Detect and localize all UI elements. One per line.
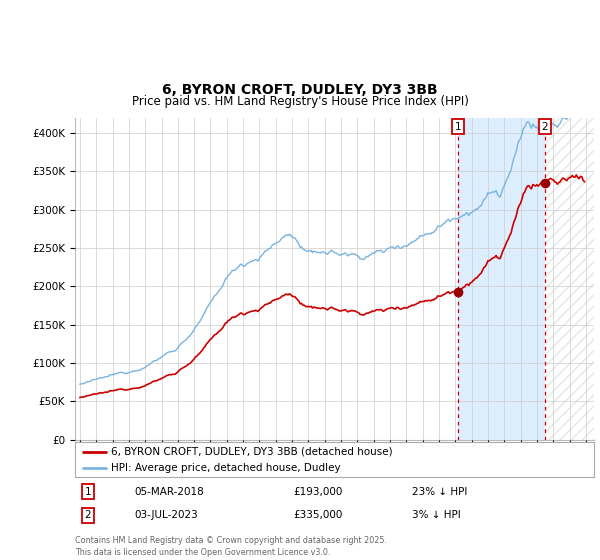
Text: 6, BYRON CROFT, DUDLEY, DY3 3BB: 6, BYRON CROFT, DUDLEY, DY3 3BB <box>162 83 438 97</box>
Bar <box>458 118 545 440</box>
Text: £193,000: £193,000 <box>293 487 343 497</box>
Text: 2: 2 <box>542 122 548 132</box>
Text: 3% ↓ HPI: 3% ↓ HPI <box>412 510 461 520</box>
Bar <box>545 118 594 440</box>
Text: 1: 1 <box>455 122 461 132</box>
Text: 03-JUL-2023: 03-JUL-2023 <box>134 510 199 520</box>
Bar <box>545 118 594 440</box>
Text: 6, BYRON CROFT, DUDLEY, DY3 3BB (detached house): 6, BYRON CROFT, DUDLEY, DY3 3BB (detache… <box>112 447 393 457</box>
Text: £335,000: £335,000 <box>293 510 343 520</box>
Text: 1: 1 <box>85 487 91 497</box>
Text: Price paid vs. HM Land Registry's House Price Index (HPI): Price paid vs. HM Land Registry's House … <box>131 95 469 108</box>
Text: HPI: Average price, detached house, Dudley: HPI: Average price, detached house, Dudl… <box>112 463 341 473</box>
Text: Contains HM Land Registry data © Crown copyright and database right 2025.
This d: Contains HM Land Registry data © Crown c… <box>75 536 387 557</box>
Text: 2: 2 <box>85 510 91 520</box>
Text: 23% ↓ HPI: 23% ↓ HPI <box>412 487 468 497</box>
Text: 05-MAR-2018: 05-MAR-2018 <box>134 487 205 497</box>
